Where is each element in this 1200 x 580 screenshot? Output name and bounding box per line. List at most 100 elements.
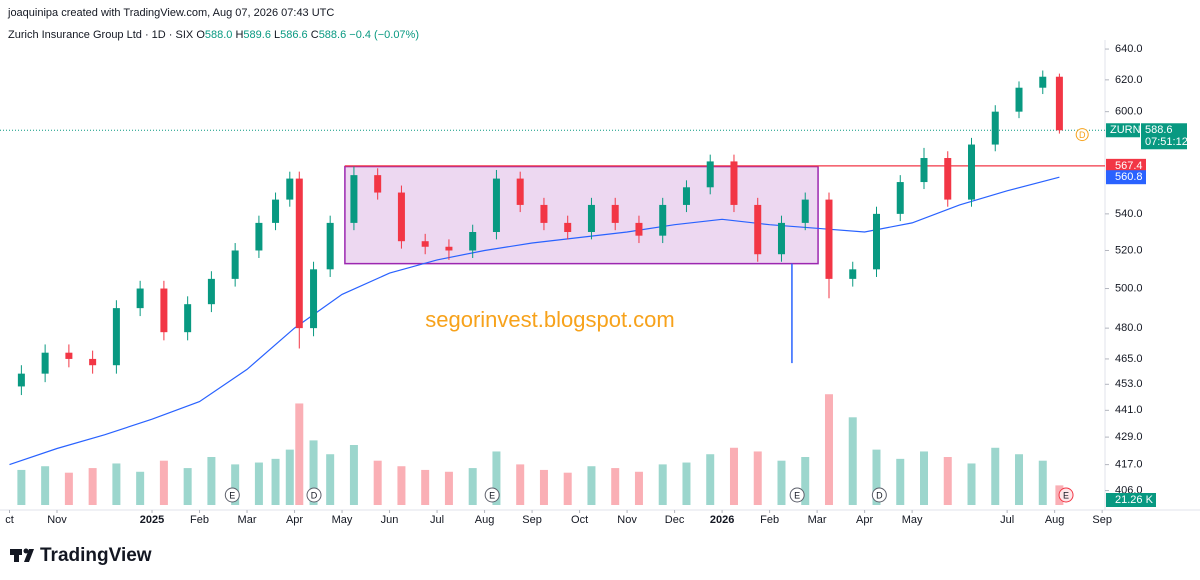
candle-body [492, 178, 500, 233]
x-tick-label: Jul [430, 514, 444, 526]
volume-bar [136, 471, 145, 505]
x-tick-label: Jun [381, 514, 399, 526]
volume-bar [183, 468, 192, 505]
y-tick-label: 540.0 [1115, 208, 1143, 220]
candle-body [41, 352, 49, 374]
candle-body [659, 204, 667, 236]
event-label: E [489, 490, 495, 500]
candle-body [112, 308, 120, 366]
y-tick-label: 441.0 [1115, 404, 1143, 416]
y-tick-label: 640.0 [1115, 43, 1143, 55]
candle-body [295, 178, 303, 329]
volume-bar [658, 464, 667, 505]
x-tick-label: Aug [475, 514, 495, 526]
candle-body [1055, 76, 1063, 131]
dividend-label: D [1079, 130, 1086, 140]
volume-bar [611, 468, 620, 505]
candle-body [872, 213, 880, 270]
ma-tag-bg [1106, 170, 1146, 185]
symbol-tag: ZURN [1110, 124, 1141, 136]
volume-bar [706, 454, 715, 505]
volume-bar [421, 469, 430, 505]
logo [10, 548, 34, 562]
event-marker [1058, 487, 1074, 503]
symbol: Zurich Insurance Group Ltd · 1D · SIX [8, 29, 194, 41]
volume-bar [943, 457, 952, 505]
volume-bar [349, 445, 358, 505]
volume-bar [64, 472, 73, 505]
x-tick-label: ct [5, 514, 14, 526]
x-tick-label: Jul [1000, 514, 1014, 526]
volume-bar [41, 466, 50, 505]
candle-body [635, 222, 643, 236]
price-tag-bg [1141, 123, 1187, 150]
volume-bar [634, 471, 643, 505]
event-marker [871, 487, 887, 503]
volume-tag-bg [1106, 493, 1156, 507]
ohlc-key: O [196, 29, 205, 41]
volume-bar [468, 468, 477, 505]
price-axis-bg [1105, 40, 1200, 510]
candle-body [944, 158, 952, 200]
candle-body [896, 182, 904, 214]
event-label: E [794, 490, 800, 500]
volume-bar [285, 449, 294, 505]
candle-body [421, 241, 429, 247]
volume-bar [1015, 454, 1024, 505]
candle-body [991, 111, 999, 145]
candle-body [184, 304, 192, 333]
y-tick-label: 620.0 [1115, 74, 1143, 86]
range-box [344, 165, 819, 265]
candle-body [89, 358, 97, 366]
volume-bar [492, 451, 501, 505]
candle-body [754, 204, 762, 255]
volume-bar [444, 471, 453, 505]
volume-bar [729, 447, 738, 505]
volume-bar [516, 464, 525, 505]
candle-body [350, 175, 358, 223]
ohlc-value: 588.6 [319, 29, 347, 41]
candle-body [968, 144, 976, 200]
event-marker [306, 487, 322, 503]
x-tick-label: Sep [522, 514, 542, 526]
candle-body [374, 175, 382, 193]
event-label: D [311, 490, 318, 500]
event-label: E [229, 490, 235, 500]
candle-body [730, 161, 738, 205]
candle-body [564, 222, 572, 233]
y-tick-label: 520.0 [1115, 244, 1143, 256]
brand: TradingView [40, 545, 152, 566]
dividend-marker [1075, 128, 1089, 142]
volume-bar [207, 457, 216, 505]
y-tick-label: 453.0 [1115, 378, 1143, 390]
candle-body [136, 288, 144, 309]
volume-tag: 21.26 K [1115, 494, 1154, 506]
volume-bar [753, 451, 762, 505]
event-label: D [876, 490, 883, 500]
y-tick-label: 500.0 [1115, 282, 1143, 294]
y-tick-label: 600.0 [1115, 106, 1143, 118]
candle-body [540, 204, 548, 223]
candle-body [611, 204, 619, 223]
volume-bar [309, 440, 318, 505]
ohlc-value: 586.6 [280, 29, 308, 41]
x-tick-label: Feb [760, 514, 779, 526]
x-tick-label: 2026 [710, 514, 734, 526]
volume-bar [1038, 460, 1047, 505]
volume-bar [397, 466, 406, 505]
volume-bar [824, 394, 833, 505]
candle-body [272, 199, 280, 223]
candle-body [825, 199, 833, 279]
ohlc-key: C [311, 29, 319, 41]
candle-body [255, 222, 263, 251]
volume-bar [254, 462, 263, 505]
event-marker [224, 487, 240, 503]
volume-bar [539, 469, 548, 505]
candle-body [1015, 87, 1023, 112]
symbol-line: Zurich Insurance Group Ltd · 1D · SIX O 5… [8, 29, 419, 41]
moving-average [9, 176, 1060, 466]
volume-bar [326, 454, 335, 505]
x-tick-label: Apr [856, 514, 873, 526]
candle-body [207, 278, 215, 305]
candle-body [469, 232, 477, 251]
